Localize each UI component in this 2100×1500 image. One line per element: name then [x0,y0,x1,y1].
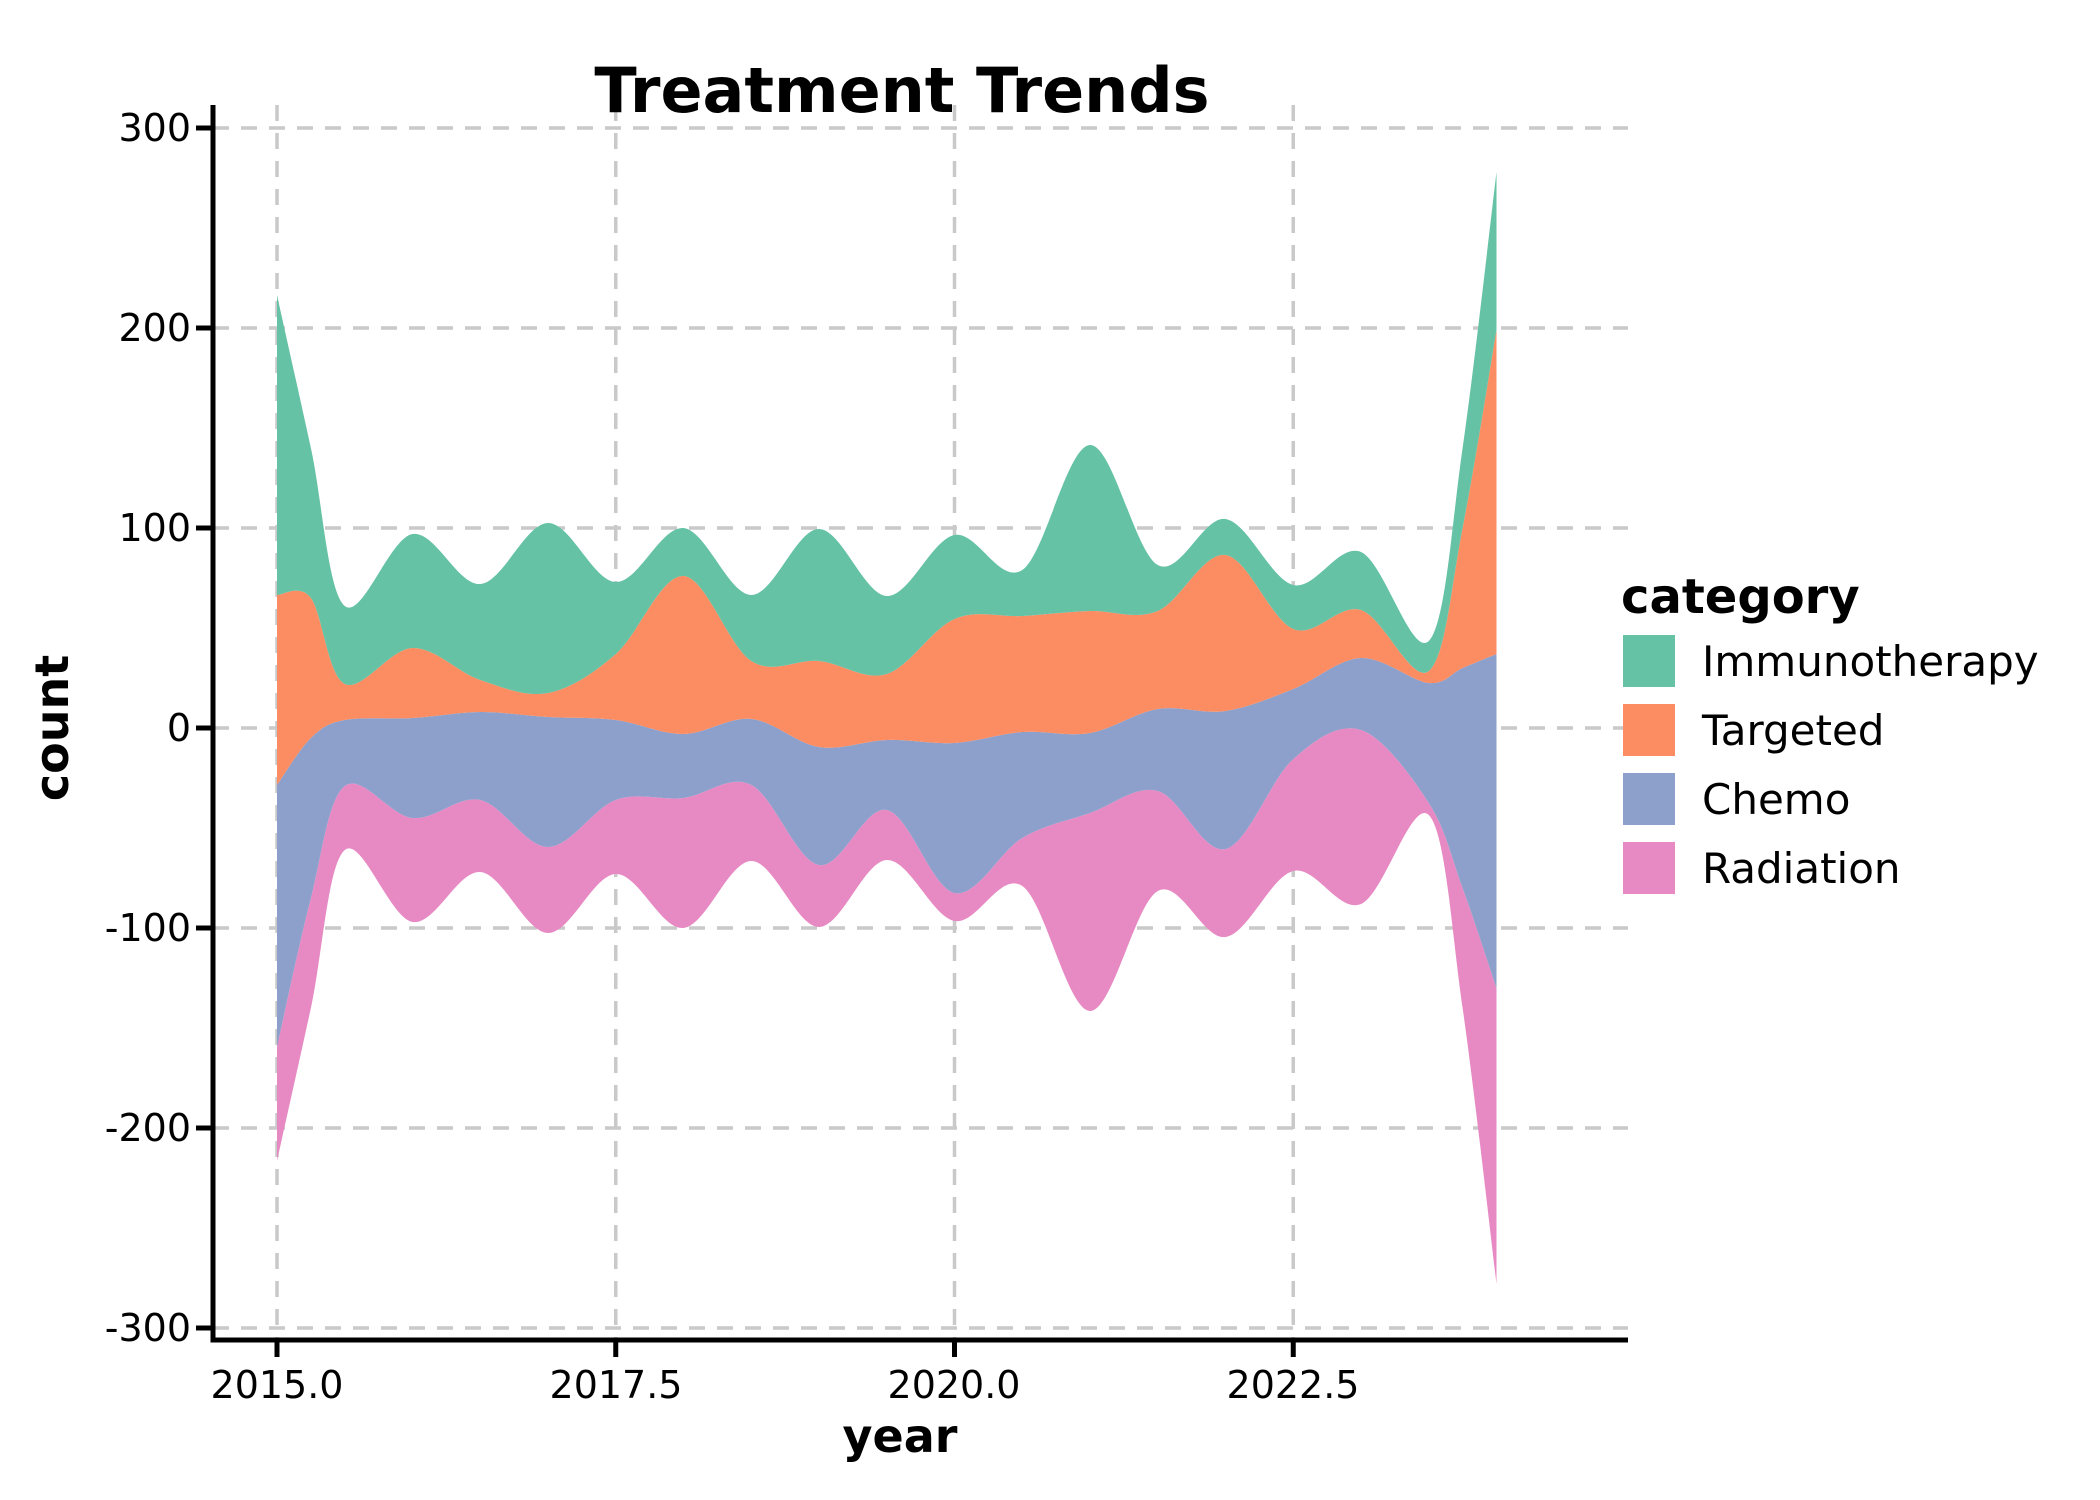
stream-band-immunotherapy [277,172,1497,695]
legend-label-targeted: Targeted [1701,706,1884,755]
x-tick-2022-5: 2022.5 [1227,1363,1360,1407]
legend-entry-targeted: Targeted [1623,704,1884,756]
legend: category Immunotherapy Targeted Chemo Ra… [1621,569,2039,894]
stream-band-chemo [277,654,1497,1047]
legend-entry-radiation: Radiation [1623,842,1901,894]
radiation-swatch-icon [1623,842,1675,894]
stream-band-radiation [277,728,1497,1284]
stream-band-targeted [277,330,1497,785]
x-axis-tick-labels: 2015.0 2017.5 2020.0 2022.5 [211,1363,1360,1407]
x-tick-2017-5: 2017.5 [550,1363,683,1407]
legend-title: category [1621,569,1860,625]
x-tick-2015: 2015.0 [211,1363,344,1407]
legend-entry-immunotherapy: Immunotherapy [1623,635,2039,687]
y-tick-neg100: -100 [105,906,191,950]
y-tick-100: 100 [118,506,191,550]
chart-title: Treatment Trends [594,54,1209,127]
legend-label-radiation: Radiation [1702,844,1901,893]
chemo-swatch-icon [1623,773,1675,825]
x-axis-title: year [843,1409,958,1463]
legend-label-immunotherapy: Immunotherapy [1702,637,2039,686]
y-tick-300: 300 [118,106,191,150]
axis-spines-layer [196,105,1628,1357]
immunotherapy-swatch-icon [1623,635,1675,687]
y-axis-title: count [25,655,79,801]
y-axis-tick-labels: 300 200 100 0 -100 -200 -300 [105,106,191,1350]
y-tick-200: 200 [118,306,191,350]
x-tick-2020: 2020.0 [888,1363,1021,1407]
targeted-swatch-icon [1623,704,1675,756]
legend-label-chemo: Chemo [1702,775,1850,824]
stream-bands-layer [277,172,1497,1284]
y-tick-0: 0 [167,706,191,750]
legend-entry-chemo: Chemo [1623,773,1850,825]
y-tick-neg300: -300 [105,1306,191,1350]
y-tick-neg200: -200 [105,1106,191,1150]
